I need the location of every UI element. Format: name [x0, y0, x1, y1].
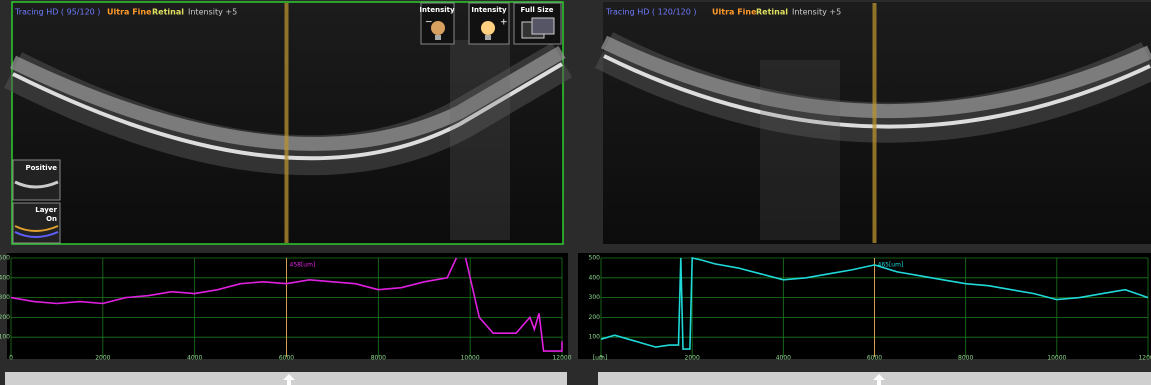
y-tick-label: 400 — [0, 274, 10, 281]
x-tick-label: 0 — [9, 355, 13, 362]
image-cursor — [285, 3, 289, 243]
x-tick-label: 4000 — [776, 355, 791, 362]
y-tick-label: 300 — [0, 294, 10, 301]
y-tick-label: 200 — [0, 314, 10, 321]
intensity-up-button[interactable]: Intensity + — [469, 3, 509, 44]
svg-text:+: + — [500, 18, 508, 28]
button-label: Intensity — [419, 6, 455, 14]
annotation: 458[um] — [290, 262, 316, 269]
y-tick-label: 500 — [0, 255, 10, 262]
annotation: 465[um] — [878, 262, 904, 269]
x-tick-label: 12000 — [552, 355, 571, 362]
button-label: Full Size — [521, 6, 554, 14]
button-label: Layer — [35, 206, 57, 214]
y-tick-label: 400 — [589, 274, 601, 281]
x-tick-label: 10000 — [461, 355, 480, 362]
header-text: Ultra Fine — [107, 8, 152, 17]
y-tick-label: 100 — [0, 334, 10, 341]
intensity-down-button[interactable]: Intensity − — [419, 3, 455, 44]
x-tick-label: 8000 — [371, 355, 386, 362]
button-state: On — [46, 215, 57, 223]
header-text: Intensity +5 — [188, 8, 237, 17]
x-tick-label: 12000 — [1138, 355, 1151, 362]
x-tick-label: 10000 — [1047, 355, 1066, 362]
x-tick-label: 8000 — [958, 355, 973, 362]
y-unit: [um] — [593, 355, 607, 362]
positive-button[interactable]: Positive — [13, 160, 60, 200]
button-label: Intensity — [471, 6, 507, 14]
header-text: Tracing HD ( 120/120 ) — [605, 8, 697, 17]
oct-image-right — [603, 2, 1151, 244]
header-text: Retinal — [152, 8, 184, 17]
y-tick-label: 500 — [589, 255, 601, 262]
svg-text:−: − — [425, 18, 433, 28]
x-tick-label: 4000 — [187, 355, 202, 362]
layer-button[interactable]: Layer On — [13, 203, 60, 243]
graph-background — [7, 253, 568, 359]
image-cursor — [873, 3, 877, 243]
y-tick-label: 100 — [589, 334, 601, 341]
x-tick-label: 2000 — [685, 355, 700, 362]
button-label: Positive — [25, 164, 57, 172]
x-tick-label: 2000 — [95, 355, 110, 362]
header-text: Intensity +5 — [792, 8, 841, 17]
header-text: Tracing HD ( 95/120 ) — [14, 8, 100, 17]
y-tick-label: 300 — [589, 294, 601, 301]
full-size-button[interactable]: Full Size — [514, 3, 561, 44]
graph-background — [578, 253, 1151, 359]
header-text: Ultra Fine — [712, 8, 757, 17]
y-tick-label: 200 — [589, 314, 601, 321]
header-text: Retinal — [756, 8, 788, 17]
oct-viewer: Intensity − Intensity + Full Size Positi… — [0, 0, 1151, 385]
